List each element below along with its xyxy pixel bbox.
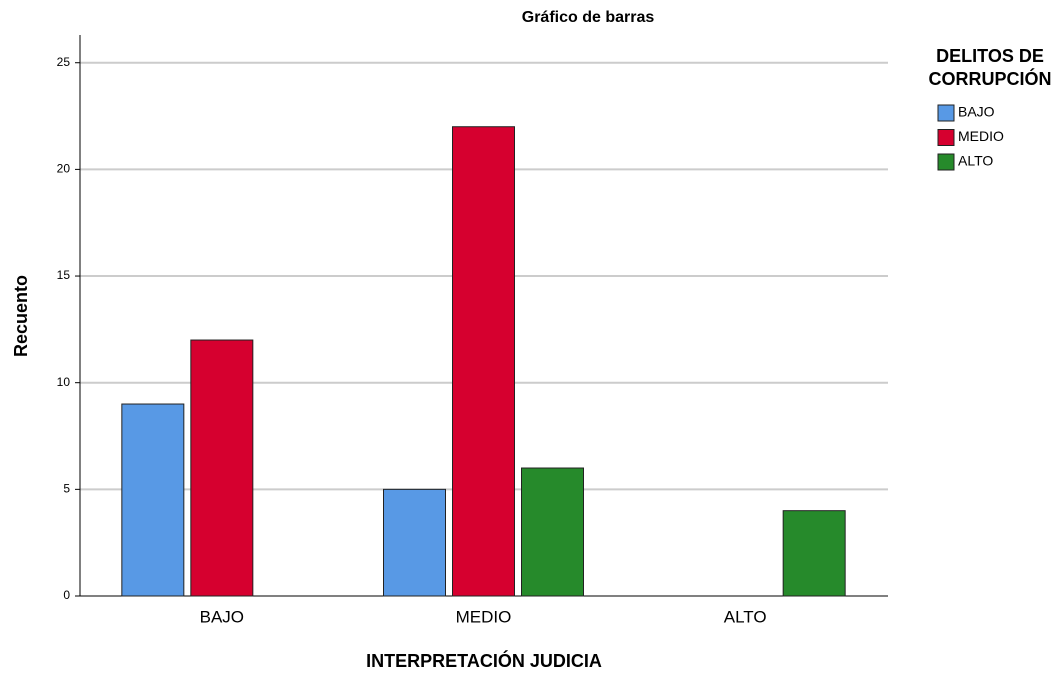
x-axis-title: INTERPRETACIÓN JUDICIA bbox=[366, 650, 602, 671]
legend-swatch bbox=[937, 129, 955, 146]
legend-label: MEDIO bbox=[958, 128, 1004, 144]
bar bbox=[521, 467, 584, 597]
legend-swatch bbox=[937, 153, 955, 171]
bar bbox=[383, 488, 446, 597]
y-tick-label: 15 bbox=[57, 268, 71, 282]
x-tick-label: MEDIO bbox=[456, 607, 512, 626]
y-tick-label: 10 bbox=[57, 375, 71, 389]
bar bbox=[190, 339, 254, 597]
legend-title: CORRUPCIÓN bbox=[928, 68, 1051, 89]
chart-title: Gráfico de barras bbox=[522, 9, 655, 26]
bar bbox=[121, 403, 185, 597]
x-tick-label: ALTO bbox=[724, 607, 767, 626]
y-tick-label: 5 bbox=[63, 482, 70, 496]
y-axis-title: Recuento bbox=[11, 275, 31, 357]
bar bbox=[782, 510, 846, 597]
bar bbox=[452, 126, 515, 597]
x-tick-label: BAJO bbox=[200, 607, 244, 626]
legend-title: DELITOS DE bbox=[936, 46, 1044, 66]
y-tick-label: 0 bbox=[63, 588, 70, 602]
y-tick-label: 25 bbox=[57, 55, 71, 69]
legend-label: BAJO bbox=[958, 104, 995, 120]
legend-label: ALTO bbox=[958, 153, 993, 169]
legend-swatch bbox=[937, 104, 955, 122]
y-tick-label: 20 bbox=[57, 162, 71, 176]
